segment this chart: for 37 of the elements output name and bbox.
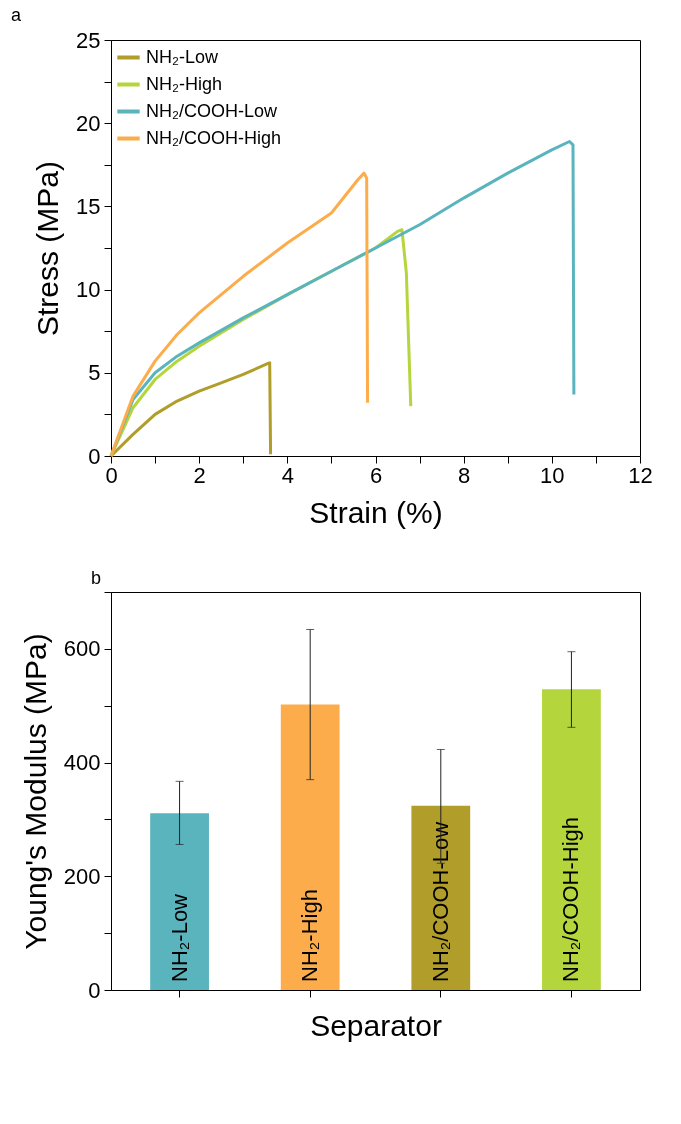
y-axis-title: Young's Modulus (MPa) bbox=[18, 633, 52, 950]
chart-title: b bbox=[91, 567, 102, 588]
x-tick-label: 8 bbox=[458, 462, 471, 488]
line-series bbox=[109, 361, 273, 458]
y-tick-label: 0 bbox=[88, 977, 101, 1003]
legend-label: NH₂-Low bbox=[146, 46, 219, 67]
x-axis-title: Strain (%) bbox=[309, 495, 443, 529]
legend-label: NH₂/COOH-High bbox=[146, 127, 281, 148]
y-tick-label: 10 bbox=[76, 277, 101, 303]
y-tick-label: 5 bbox=[88, 360, 101, 386]
bar bbox=[280, 704, 340, 990]
category-label: NH₂/COOH-High bbox=[558, 817, 584, 982]
bar bbox=[150, 813, 209, 990]
line-series bbox=[109, 171, 370, 458]
x-tick-label: 2 bbox=[193, 462, 206, 488]
category-label: NH₂-Low bbox=[166, 894, 192, 982]
y-axis-title: Stress (MPa) bbox=[31, 160, 65, 337]
legend-label: NH₂/COOH-Low bbox=[146, 100, 278, 121]
bar bbox=[411, 805, 471, 990]
x-tick-label: 6 bbox=[369, 462, 383, 488]
y-tick-label: 25 bbox=[76, 27, 101, 53]
y-tick-label: 15 bbox=[76, 193, 101, 219]
y-tick-label: 20 bbox=[76, 110, 101, 136]
x-axis-title: Separator bbox=[310, 1009, 442, 1042]
category-label: NH₂/COOH-Low bbox=[427, 821, 453, 982]
x-tick-label: 0 bbox=[105, 462, 118, 488]
legend-label: NH₂-High bbox=[146, 73, 222, 94]
bar bbox=[542, 689, 601, 990]
x-tick-label: 10 bbox=[540, 462, 565, 488]
y-tick-label: 0 bbox=[88, 443, 101, 469]
y-tick-label: 600 bbox=[63, 636, 101, 662]
x-tick-label: 12 bbox=[628, 462, 653, 488]
x-tick-label: 4 bbox=[281, 462, 294, 488]
y-tick-label: 400 bbox=[63, 750, 101, 776]
y-tick-label: 200 bbox=[63, 863, 101, 889]
chart-title: a bbox=[11, 5, 22, 25]
category-label: NH₂-High bbox=[297, 889, 323, 982]
